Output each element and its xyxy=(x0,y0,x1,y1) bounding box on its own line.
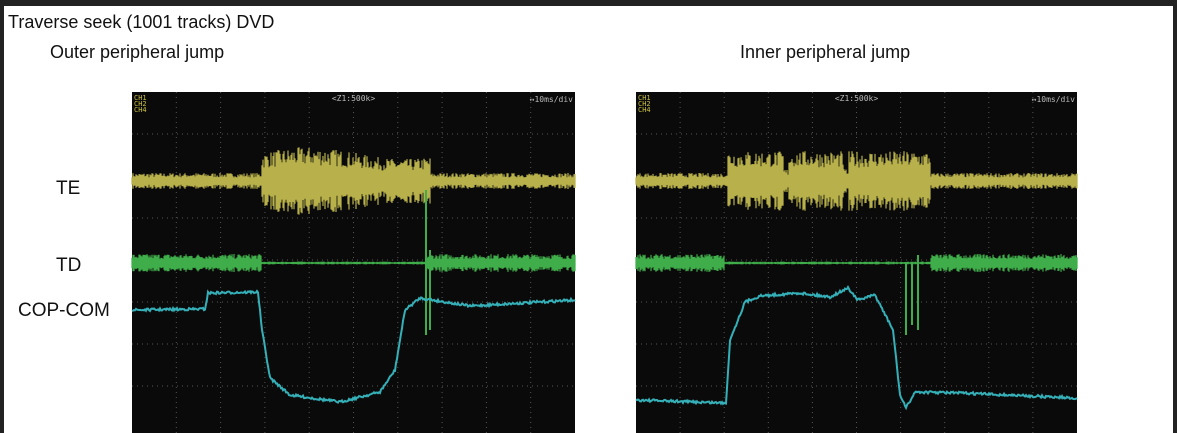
td-trace xyxy=(131,254,576,272)
scope-channel: CH1 xyxy=(134,94,147,102)
te-trace xyxy=(635,151,1078,211)
cop-trace xyxy=(635,285,1078,411)
panel-caption: Inner peripheral jump xyxy=(740,42,910,62)
cop-trace xyxy=(131,289,576,404)
right-border xyxy=(1173,0,1177,433)
top-border xyxy=(0,0,1177,6)
scope-zoom: <Z1:500k> xyxy=(332,94,376,103)
scope-timebase: ↔10ms/div xyxy=(1032,95,1076,104)
scope-channel: CH4 xyxy=(638,106,651,114)
signal-label: COP-COM xyxy=(18,300,110,321)
scope-channel: CH2 xyxy=(638,100,651,108)
scope-zoom: <Z1:500k> xyxy=(835,94,879,103)
signal-label: TD xyxy=(56,255,81,276)
signal-label: TE xyxy=(56,178,80,199)
panel-caption: Outer peripheral jump xyxy=(50,42,224,62)
left-border xyxy=(0,0,4,433)
scope-channel: CH4 xyxy=(134,106,147,114)
scope-channel: CH1 xyxy=(638,94,651,102)
te-trace xyxy=(131,147,576,215)
title: Traverse seek (1001 tracks) DVD xyxy=(8,12,274,32)
scope-channel: CH2 xyxy=(134,100,147,108)
td-trace xyxy=(635,254,1078,272)
scope-timebase: ↔10ms/div xyxy=(530,95,574,104)
